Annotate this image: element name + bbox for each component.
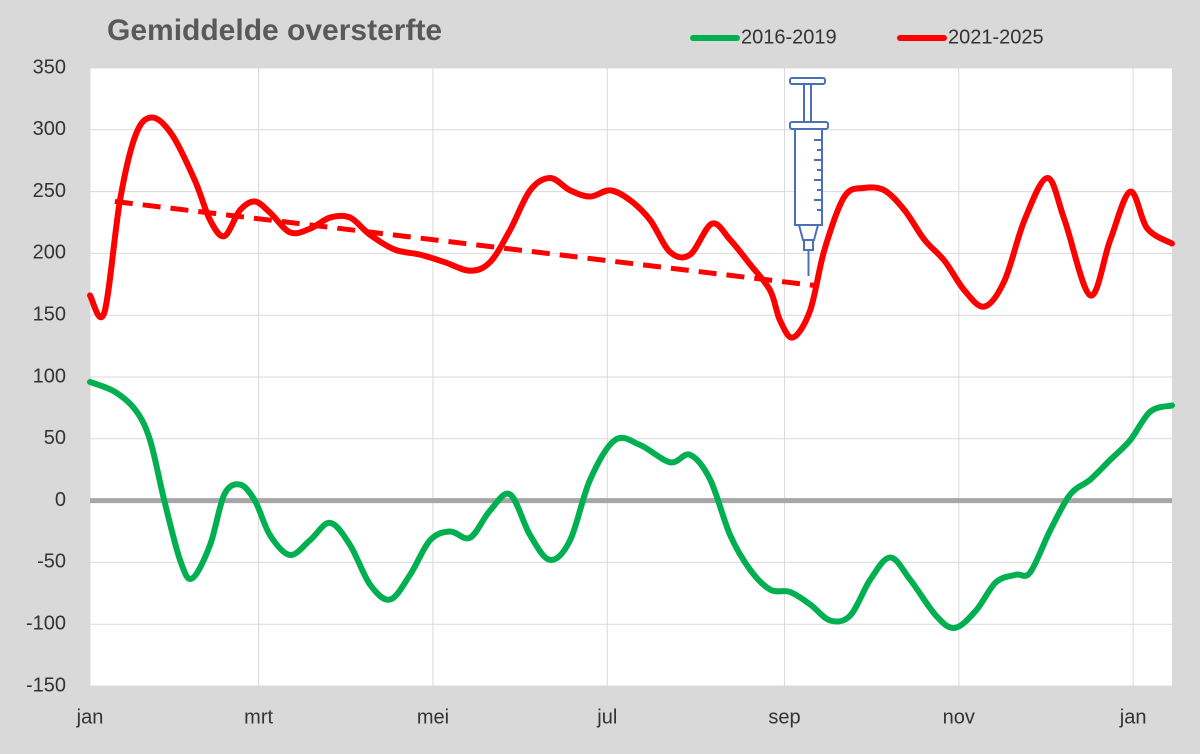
syringe-icon	[789, 77, 829, 276]
y-tick-label: 150	[33, 303, 66, 325]
y-tick-label: 250	[33, 180, 66, 202]
y-tick-label: 300	[33, 118, 66, 140]
series-line	[87, 114, 1175, 341]
x-tick-label: jul	[596, 706, 617, 728]
y-tick-label: 50	[44, 427, 66, 449]
legend-label: 2016-2019	[741, 26, 837, 48]
grid	[89, 67, 1172, 687]
legend-label: 2021-2025	[948, 26, 1044, 48]
y-tick-label: -100	[26, 612, 66, 634]
y-tick-label: -150	[26, 674, 66, 696]
chart-title: Gemiddelde oversterfte	[107, 14, 442, 47]
y-tick-label: -50	[37, 551, 66, 573]
x-tick-label: nov	[943, 706, 975, 728]
y-tick-label: 0	[55, 489, 66, 511]
trend-line	[114, 199, 816, 289]
series-line	[87, 378, 1175, 631]
y-tick-label: 350	[33, 56, 66, 78]
x-tick-label: jan	[1119, 706, 1147, 728]
x-tick-label: jan	[76, 706, 104, 728]
x-tick-label: mei	[417, 706, 449, 728]
x-tick-label: sep	[768, 706, 800, 728]
legend: 2016-2019 2021-2025	[690, 26, 1044, 48]
marks	[87, 114, 1175, 631]
y-tick-label: 200	[33, 242, 66, 264]
x-tick-label: mrt	[244, 706, 273, 728]
y-tick-label: 100	[33, 365, 66, 387]
